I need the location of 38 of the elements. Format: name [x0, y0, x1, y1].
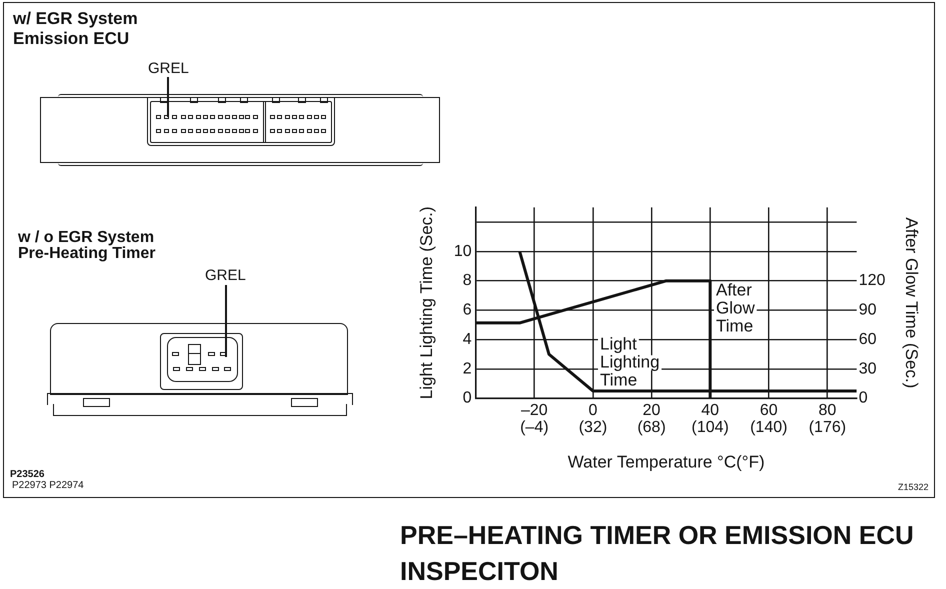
- text: GREL: [148, 60, 189, 78]
- series-label: After Glow Time: [716, 280, 756, 336]
- text: P23526: [10, 469, 44, 480]
- x-tick-label: 40: [701, 402, 720, 420]
- x2-tick-label: (68): [637, 419, 666, 436]
- y2-tick-label: 90: [858, 302, 877, 319]
- y-tick-label: 2: [462, 360, 472, 378]
- y-tick-label: 10: [454, 242, 472, 260]
- x-tick-label: 60: [760, 402, 778, 420]
- x2-tick-label: (32): [578, 419, 608, 436]
- text: Emission ECU: [13, 29, 130, 49]
- y-tick-label: 4: [462, 330, 472, 348]
- y-tick-label: 6: [462, 302, 472, 319]
- x-tick-label: 20: [642, 402, 661, 420]
- text: w/ EGR System: [13, 9, 138, 29]
- x2-tick-label: (104): [691, 419, 729, 436]
- y2-tick-label: 60: [858, 330, 877, 348]
- y2-tick-label: 0: [858, 390, 868, 407]
- x-tick-label: –20: [520, 402, 548, 420]
- text: PRE–HEATING TIMER OR EMISSION ECU INSPECITON: [400, 519, 915, 588]
- text: w / o EGR System: [18, 229, 154, 246]
- x-axis-title: Water Temperature °C(°F): [568, 452, 765, 472]
- y-tick-label: 8: [462, 272, 472, 290]
- text: GREL: [205, 267, 246, 284]
- text: P22973 P22974: [12, 480, 84, 492]
- y2-tick-label: 120: [858, 272, 886, 290]
- x2-tick-label: (–4): [520, 419, 549, 436]
- x2-tick-label: (140): [750, 419, 788, 436]
- x-tick-label: 80: [818, 402, 836, 420]
- text: Pre-Heating Timer: [18, 245, 156, 264]
- series-label: Light Lighting Time: [600, 334, 660, 390]
- text: Z15322: [898, 482, 929, 492]
- x-tick-label: 0: [588, 402, 598, 420]
- y-axis-title: Light Lighting Time (Sec.): [416, 206, 436, 400]
- y2-tick-label: 30: [858, 360, 877, 378]
- y2-axis-title: After Glow Time (Sec.): [902, 217, 921, 388]
- x2-tick-label: (176): [808, 419, 846, 436]
- y-tick-label: 0: [462, 390, 472, 407]
